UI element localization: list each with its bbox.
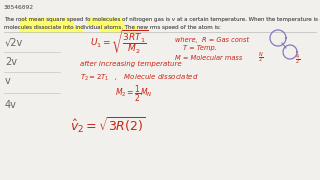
Bar [19, 17, 74, 24]
Bar [114, 17, 124, 24]
Text: molecules dissociate into individual atoms. The new rms speed of the atom is:: molecules dissociate into individual ato… [4, 25, 221, 30]
Text: $\frac{4}{2}$: $\frac{4}{2}$ [295, 53, 300, 67]
Text: $U_1 = \sqrt{\dfrac{3RT_1}{M_2}}$: $U_1 = \sqrt{\dfrac{3RT_1}{M_2}}$ [90, 28, 148, 56]
Text: 2v: 2v [5, 57, 17, 67]
Bar [100, 24, 137, 33]
Text: The root mean square speed fo molecules of nitrogen gas is v at a certain temper: The root mean square speed fo molecules … [4, 17, 320, 22]
Text: $M_2 = \dfrac{1}{2}M_N$: $M_2 = \dfrac{1}{2}M_N$ [115, 84, 153, 104]
Text: $T_2 = 2T_1$   ,   Molecule dissociated: $T_2 = 2T_1$ , Molecule dissociated [80, 71, 199, 83]
Bar [19, 24, 83, 33]
Text: $\hat{v}_2 = \sqrt{3R(2)}$: $\hat{v}_2 = \sqrt{3R(2)}$ [70, 115, 146, 135]
Text: T = Temp.: T = Temp. [183, 45, 217, 51]
Text: √2v: √2v [5, 37, 23, 47]
Text: after increasing temperature: after increasing temperature [80, 61, 182, 67]
Text: 30546092: 30546092 [4, 5, 34, 10]
Text: $\frac{N}{2}$: $\frac{N}{2}$ [258, 51, 264, 65]
Text: where,  R = Gas const: where, R = Gas const [175, 37, 249, 43]
Text: M = Molecular mass: M = Molecular mass [175, 55, 242, 61]
Text: 4v: 4v [5, 100, 17, 110]
Bar [87, 17, 113, 24]
Text: molecules dissociate into individual atoms. The new rms speed of the atom is:: molecules dissociate into individual ato… [4, 25, 221, 30]
Text: The root mean square speed fo molecules of nitrogen gas is v at a certain temper: The root mean square speed fo molecules … [4, 17, 320, 22]
Text: v: v [5, 76, 11, 86]
